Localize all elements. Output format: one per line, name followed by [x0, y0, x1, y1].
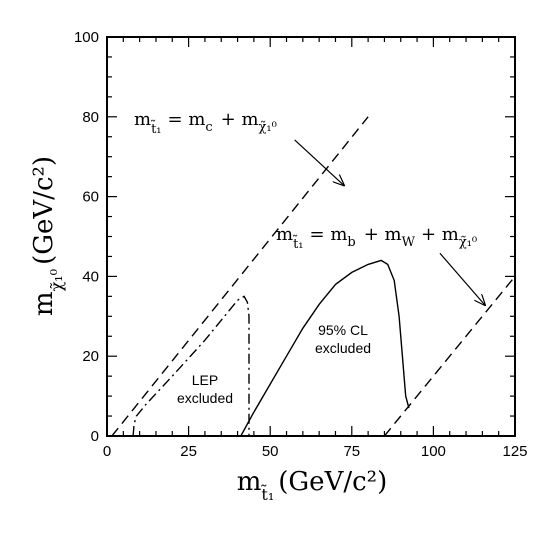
- y-tick-label: 0: [91, 428, 99, 445]
- x-tick-labels: 0 25 50 75 100 125: [103, 443, 528, 460]
- y-tick-label: 40: [82, 268, 99, 285]
- eq2-plus1: + m: [364, 224, 402, 245]
- eq2-eq: = m: [310, 224, 348, 245]
- x-tick-label: 125: [502, 443, 527, 460]
- y-tick-label: 100: [74, 29, 99, 46]
- x-axis-label-unit: (GeV/c²): [278, 467, 387, 497]
- y-tick-label: 80: [82, 109, 99, 126]
- y-axis-label-main: m: [29, 291, 59, 316]
- x-tick-label: 50: [262, 443, 279, 460]
- x-axis-label-main: m: [237, 467, 262, 497]
- series-line-2: [383, 275, 516, 437]
- y-axis-label: mχ̃₁⁰ (GeV/c²): [29, 156, 66, 316]
- cl-label-line2: excluded: [315, 340, 371, 356]
- eq1-plus: + m: [221, 109, 259, 130]
- eq1-m1: m: [134, 109, 151, 130]
- y-axis-label-sub: χ̃₁⁰: [47, 269, 66, 292]
- eq1-s3: χ̃₁⁰: [259, 120, 277, 135]
- x-tick-label: 25: [180, 443, 197, 460]
- cl-label-line1: 95% CL: [318, 322, 368, 338]
- eq2-plus2: + m: [421, 224, 459, 245]
- lep-label-line2: excluded: [177, 390, 233, 406]
- x-axis-label-sub: t̃₁: [261, 484, 274, 504]
- axis-ticks: [106, 36, 516, 437]
- series-group: [111, 116, 516, 437]
- y-tick-labels: 0 20 40 60 80 100: [74, 29, 99, 445]
- eq1-s1: t̃₁: [150, 120, 161, 137]
- eq2-m1: m: [276, 224, 293, 245]
- eq2-s1: t̃₁: [292, 235, 303, 252]
- x-axis-label: mt̃₁ (GeV/c²): [237, 467, 387, 504]
- svg-text:mχ̃₁⁰(GeV/c²): mχ̃₁⁰ (GeV/c²): [29, 156, 66, 316]
- eq1-eq: = m: [168, 109, 206, 130]
- series-line-3: [132, 295, 250, 437]
- y-tick-label: 60: [82, 189, 99, 206]
- annotation-eq1-arrow: [294, 139, 344, 185]
- annotation-eq1: mt̃₁ = mc + mχ̃₁⁰: [134, 109, 277, 137]
- eq2-s3: W: [402, 235, 416, 250]
- eq2-s4: χ̃₁⁰: [459, 235, 477, 250]
- eq1-s2: c: [205, 120, 212, 135]
- x-tick-label: 0: [103, 443, 111, 460]
- y-axis-label-unit: (GeV/c²): [29, 156, 59, 265]
- y-tick-label: 20: [82, 348, 99, 365]
- lep-label-line1: LEP: [192, 372, 218, 388]
- series-line-1: [111, 116, 369, 437]
- x-tick-label: 100: [421, 443, 446, 460]
- series-line-4: [240, 259, 410, 437]
- eq2-s2: b: [347, 235, 355, 250]
- annotation-eq2-arrow: [439, 252, 485, 305]
- x-tick-label: 75: [343, 443, 360, 460]
- annotation-eq2: mt̃₁ = mb + mW + mχ̃₁⁰: [276, 224, 477, 252]
